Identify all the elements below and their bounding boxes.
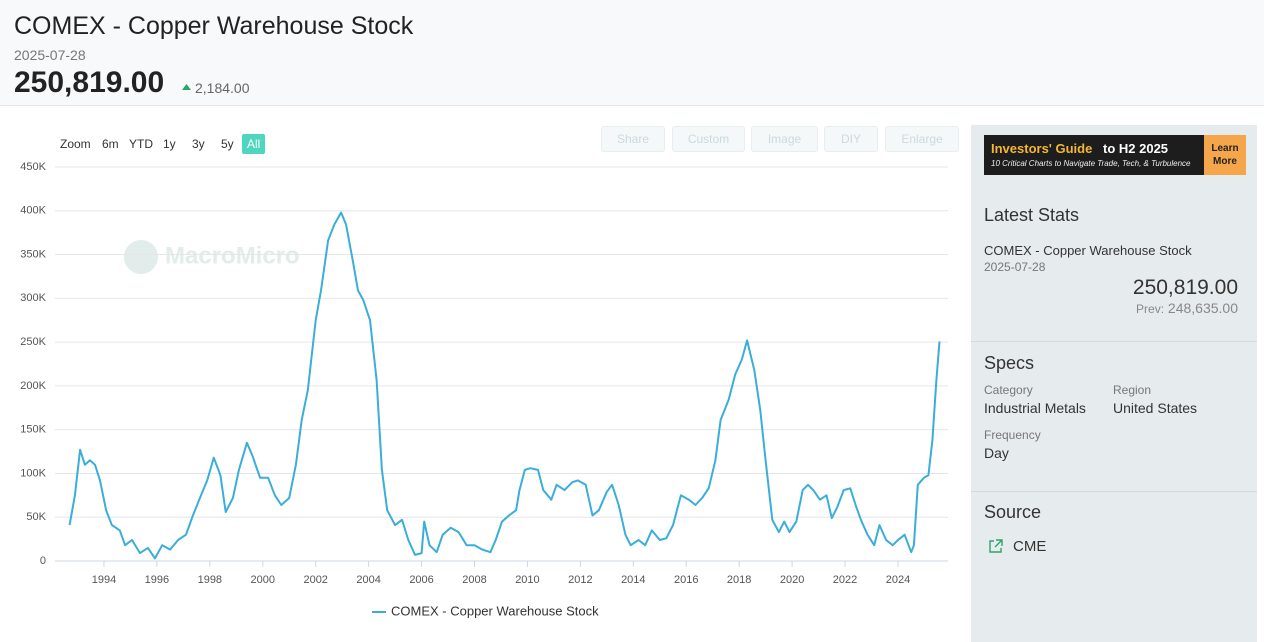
stat-date: 2025-07-28 — [984, 260, 1045, 274]
divider — [971, 491, 1257, 492]
y-tick-label: 150K — [20, 424, 46, 436]
x-tick-label: 2004 — [356, 574, 380, 586]
spec-label: Frequency — [984, 428, 1041, 442]
x-tick-label: 2018 — [727, 574, 751, 586]
chart: MacroMicro 0 50K 100K 150K 200K 250K 300K 350K 4… — [0, 110, 965, 642]
x-tick-label: 1998 — [198, 574, 222, 586]
spec-label: Category — [984, 383, 1033, 397]
y-tick-label: 250K — [20, 336, 46, 348]
spec-label: Region — [1113, 383, 1151, 397]
x-tick-label: 2010 — [515, 574, 539, 586]
x-tick-label: 2022 — [833, 574, 857, 586]
x-tick-label: 2008 — [462, 574, 486, 586]
section-heading: Specs — [984, 353, 1034, 374]
x-tick-label: 1996 — [145, 574, 169, 586]
x-tick-label: 2012 — [568, 574, 592, 586]
x-tick-label: 2002 — [303, 574, 327, 586]
y-tick-label: 300K — [20, 292, 46, 304]
ad-title: Investors' Guide — [991, 141, 1092, 156]
section-heading: Source — [984, 502, 1041, 523]
page-title: COMEX - Copper Warehouse Stock — [14, 12, 413, 41]
spec-value: Day — [984, 445, 1009, 461]
y-tick-label: 200K — [20, 380, 46, 392]
sidebar: Investors' Guide to H2 2025 10 Critical … — [971, 125, 1257, 642]
y-tick-label: 0 — [40, 555, 46, 567]
watermark-logo — [124, 240, 158, 274]
ad-subtitle: 10 Critical Charts to Navigate Trade, Te… — [991, 159, 1191, 168]
prev-value: 248,635.00 — [1168, 300, 1238, 316]
y-tick-label: 50K — [26, 511, 46, 523]
ad-title: to H2 2025 — [1103, 141, 1168, 156]
y-tick-label: 100K — [20, 467, 46, 479]
header: COMEX - Copper Warehouse Stock 2025-07-2… — [0, 0, 1264, 106]
section-heading: Latest Stats — [984, 205, 1079, 226]
x-tick-label: 2024 — [886, 574, 910, 586]
external-link-icon — [988, 539, 1003, 554]
stat-name: COMEX - Copper Warehouse Stock — [984, 243, 1192, 258]
y-tick-label: 400K — [20, 205, 46, 217]
date: 2025-07-28 — [14, 47, 86, 63]
stat-prev: Prev: 248,635.00 — [1136, 300, 1238, 316]
spec-value: United States — [1113, 400, 1197, 416]
x-tick-label: 2016 — [674, 574, 698, 586]
watermark: MacroMicro — [165, 242, 300, 269]
spec-value: Industrial Metals — [984, 400, 1086, 416]
y-tick-label: 450K — [20, 161, 46, 173]
up-arrow — [182, 84, 191, 91]
source-link[interactable]: CME — [1013, 538, 1046, 555]
current-value: 250,819.00 — [14, 66, 164, 100]
ad-banner[interactable]: Investors' Guide to H2 2025 10 Critical … — [984, 135, 1246, 175]
x-tick-label: 1994 — [92, 574, 116, 586]
legend-label: COMEX - Copper Warehouse Stock — [391, 603, 599, 618]
y-tick-label: 350K — [20, 248, 46, 260]
x-tick-label: 2000 — [251, 574, 275, 586]
x-tick-label: 2020 — [780, 574, 804, 586]
prev-label: Prev: — [1136, 302, 1164, 316]
divider — [971, 341, 1257, 342]
stat-value: 250,819.00 — [1133, 276, 1238, 300]
x-tick-label: 2006 — [409, 574, 433, 586]
change: 2,184.00 — [195, 80, 250, 96]
ad-button[interactable]: Learn More — [1204, 135, 1246, 175]
x-tick-label: 2014 — [621, 574, 645, 586]
